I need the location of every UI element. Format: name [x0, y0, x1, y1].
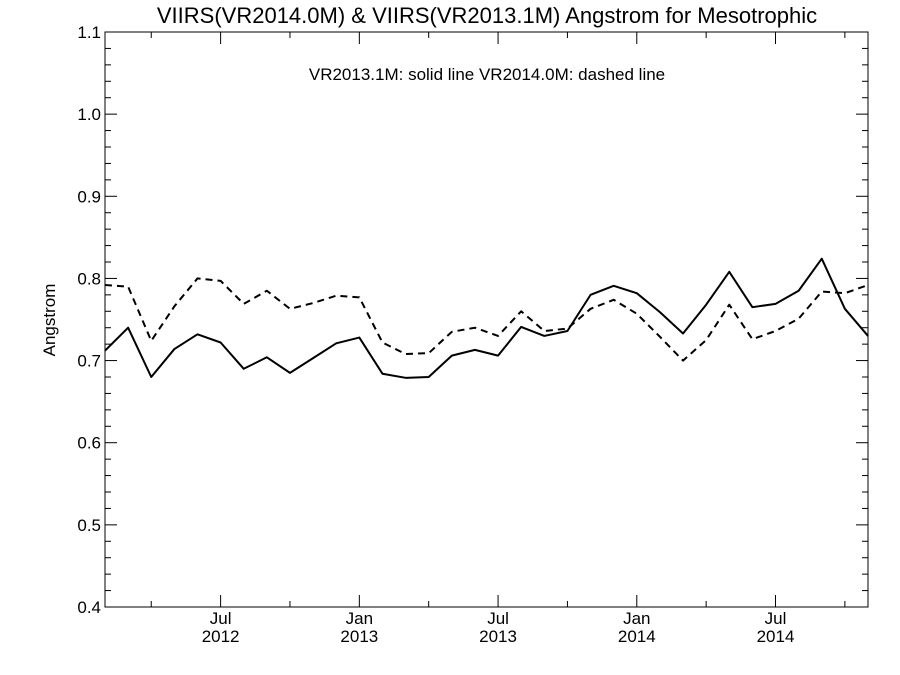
x-tick-label-month: Jan — [346, 609, 373, 628]
x-tick-label-month: Jul — [487, 609, 509, 628]
series-style-note: VR2013.1M: solid line VR2014.0M: dashed … — [309, 65, 665, 84]
x-tick-label-year: 2014 — [757, 627, 795, 646]
y-tick-label: 0.7 — [77, 352, 101, 371]
x-tick-label-year: 2013 — [479, 627, 517, 646]
y-tick-label: 0.5 — [77, 516, 101, 535]
axis-ticks: 0.40.50.60.70.80.91.01.1Jul2012Jan2013Ju… — [77, 23, 868, 646]
y-tick-label: 0.9 — [77, 187, 101, 206]
x-tick-label-month: Jul — [765, 609, 787, 628]
y-axis-label: Angstrom — [40, 284, 59, 357]
x-tick-label-year: 2012 — [202, 627, 240, 646]
data-series — [104, 257, 869, 379]
x-tick-label-month: Jan — [623, 609, 650, 628]
chart-title: VIIRS(VR2014.0M) & VIIRS(VR2013.1M) Angs… — [157, 3, 817, 28]
y-tick-label: 0.6 — [77, 434, 101, 453]
y-tick-label: 0.8 — [77, 269, 101, 288]
plot-axes — [104, 31, 869, 608]
y-tick-label: 1.0 — [77, 105, 101, 124]
y-tick-label: 0.4 — [77, 598, 101, 617]
x-tick-label-month: Jul — [210, 609, 232, 628]
series-line-vr2013-1m — [104, 257, 869, 379]
x-tick-label-year: 2014 — [618, 627, 656, 646]
series-line-vr2014-0m — [104, 277, 869, 362]
plot-frame — [104, 31, 869, 608]
y-tick-label: 1.1 — [77, 23, 101, 42]
x-tick-label-year: 2013 — [340, 627, 378, 646]
